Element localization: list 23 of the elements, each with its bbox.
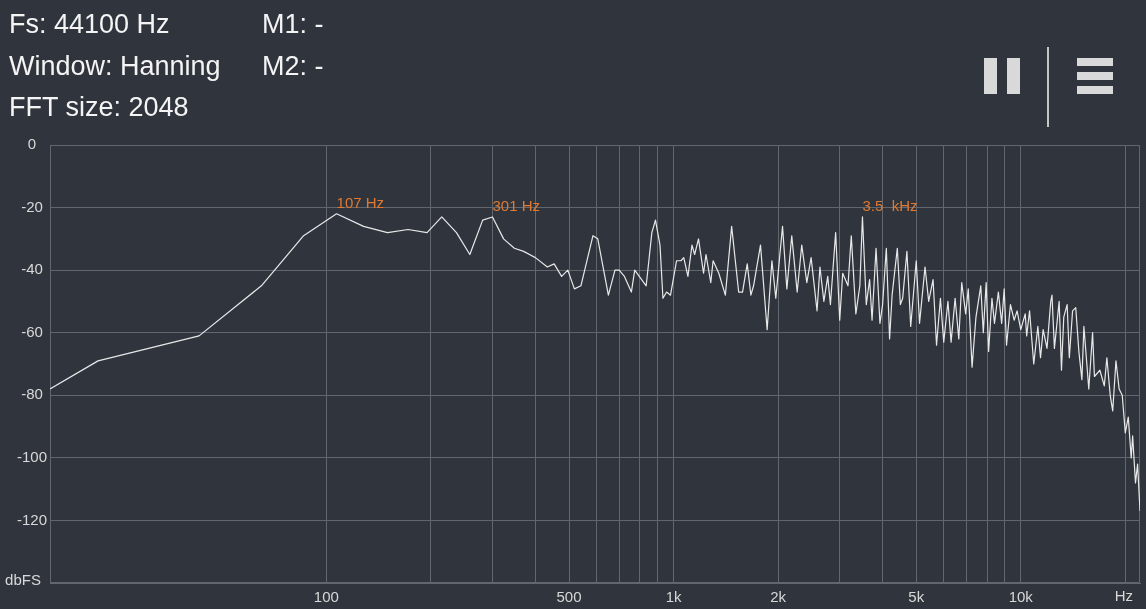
y-tick-label: 0 bbox=[27, 135, 37, 153]
text: FFT size: 2048 bbox=[9, 92, 189, 122]
text: M2: - bbox=[262, 50, 324, 81]
y-tick-label: -40 bbox=[21, 260, 43, 278]
y-tick-label: -120 bbox=[16, 510, 47, 528]
y-tick-label: -20 bbox=[21, 197, 43, 215]
x-tick-label: 500 bbox=[556, 588, 582, 606]
annotation: 301 Hz bbox=[492, 196, 541, 214]
x-tick-label: 5k bbox=[908, 588, 925, 606]
x-tick-label: 1k bbox=[665, 588, 682, 606]
annotation: 3.5 kHz bbox=[862, 196, 918, 214]
y-tick-label: -80 bbox=[21, 385, 43, 403]
x-tick-label: 100 bbox=[313, 588, 339, 606]
text: Fs: 44100 Hz bbox=[9, 9, 170, 39]
x-tick-label: 10k bbox=[1008, 588, 1034, 606]
y-tick-label: -60 bbox=[21, 322, 43, 340]
x-tick-label: 2k bbox=[770, 588, 787, 606]
y-axis-title: dbFS bbox=[5, 571, 41, 589]
y-tick-label: -100 bbox=[16, 448, 47, 465]
text: M1: - bbox=[262, 9, 324, 39]
annotation: 107 Hz bbox=[336, 193, 385, 211]
text: Window: Hanning bbox=[9, 50, 221, 81]
x-axis-title: Hz bbox=[1114, 586, 1133, 604]
